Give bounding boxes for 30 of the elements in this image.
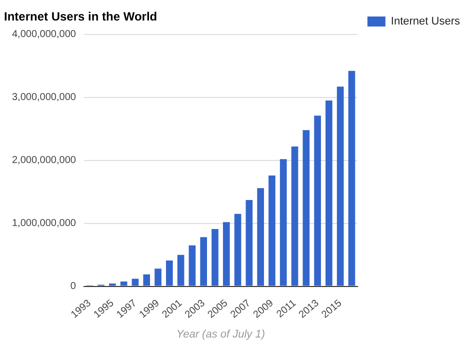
x-axis-title: Year (as of July 1) [176, 328, 266, 340]
bar [336, 86, 344, 286]
y-tick-label: 2,000,000,000 [12, 155, 76, 166]
bar [302, 130, 310, 286]
bar [246, 200, 253, 286]
bar [348, 70, 356, 286]
bar [314, 116, 321, 286]
bar [109, 283, 116, 286]
chart-title: Internet Users in the World [4, 10, 158, 24]
bar [132, 278, 139, 286]
bar [200, 237, 208, 286]
y-tick-label: 3,000,000,000 [12, 92, 76, 104]
bar [212, 229, 218, 286]
bar [166, 260, 173, 286]
bar [120, 281, 128, 286]
bar [188, 245, 196, 286]
legend-label: Internet Users [390, 16, 460, 28]
bar [222, 222, 230, 286]
bar [143, 274, 150, 286]
y-tick-label: 1,000,000,000 [12, 218, 76, 230]
bar [154, 268, 162, 286]
y-tick-label: 0 [70, 281, 76, 292]
y-tick-label: 4,000,000,000 [12, 29, 76, 40]
bar [268, 175, 276, 286]
bar [291, 146, 298, 286]
bar [234, 214, 242, 286]
bar [257, 188, 264, 286]
bar [326, 100, 332, 286]
bar [177, 254, 184, 286]
bar [280, 159, 287, 286]
